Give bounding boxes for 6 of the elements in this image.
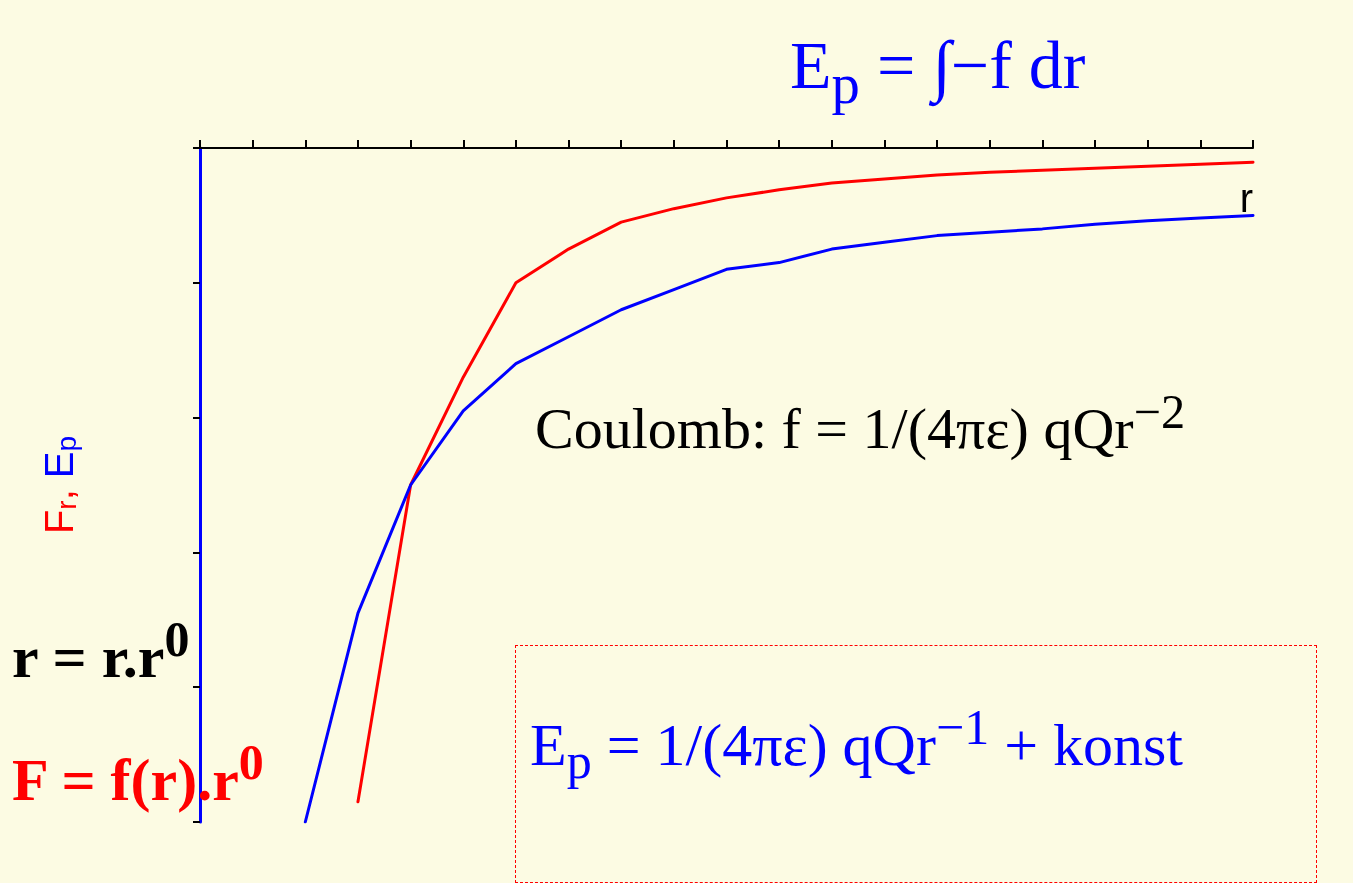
annotation: E$_{p}$ = 1/(4πε) qQr$^{−1}$ + konst — [530, 699, 1183, 789]
text: E$_{p}$ = ∫−f dr — [790, 27, 1086, 115]
y-axis-title: Fr, Ep — [37, 435, 82, 535]
annotation: Coulomb: f = 1/(4πε) qQr$^{−2}$ — [535, 385, 1186, 462]
text: r = r.r$^{0}$ — [12, 611, 190, 690]
x-axis-title: r — [1239, 176, 1253, 220]
